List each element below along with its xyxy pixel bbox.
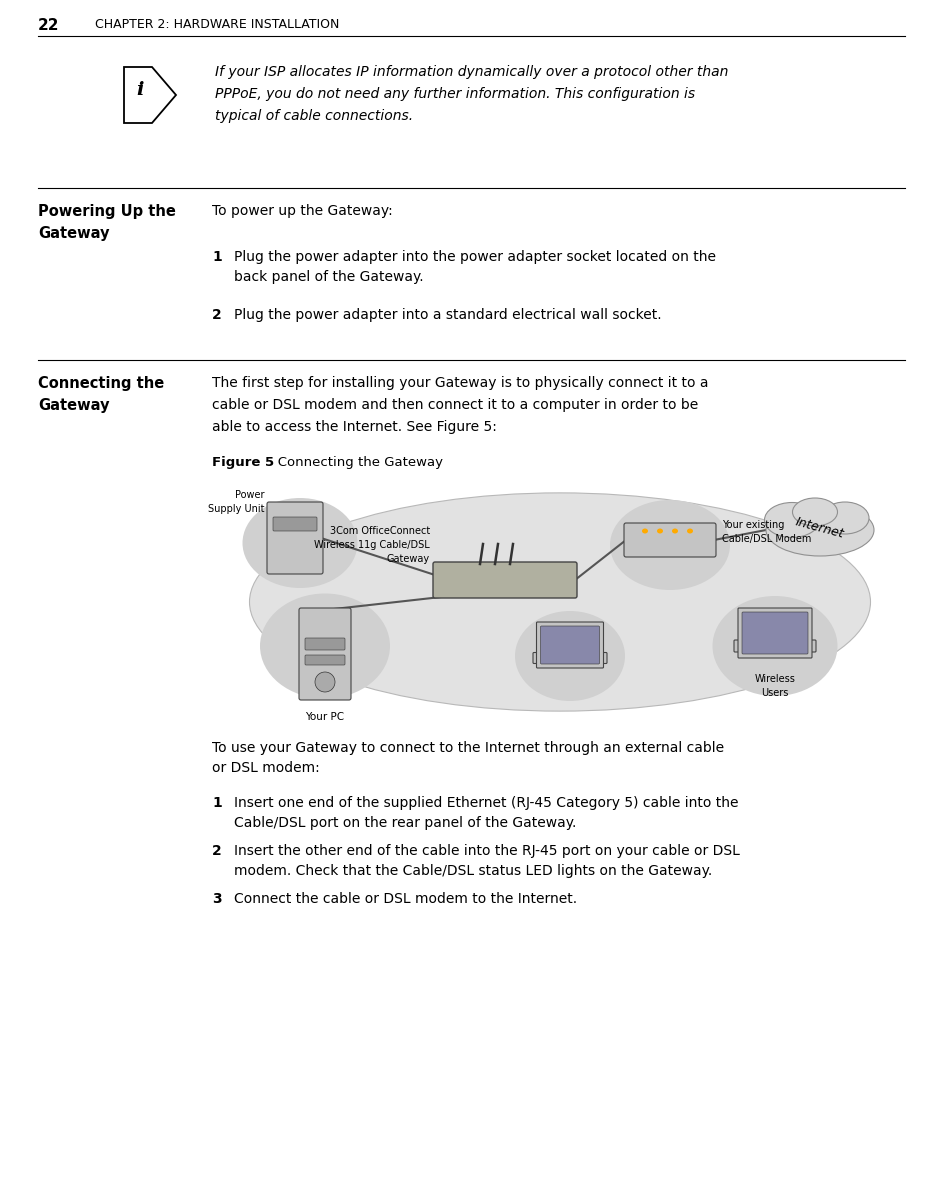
Ellipse shape <box>642 529 648 533</box>
FancyBboxPatch shape <box>738 608 812 658</box>
Ellipse shape <box>793 498 838 526</box>
FancyBboxPatch shape <box>540 627 599 664</box>
Text: 3Com OfficeConnect: 3Com OfficeConnect <box>330 526 430 536</box>
Ellipse shape <box>821 502 869 535</box>
FancyBboxPatch shape <box>305 655 345 666</box>
Ellipse shape <box>687 529 693 533</box>
FancyBboxPatch shape <box>299 608 351 700</box>
Ellipse shape <box>315 671 335 691</box>
Text: CHAPTER 2: HARDWARE INSTALLATION: CHAPTER 2: HARDWARE INSTALLATION <box>95 18 340 31</box>
Ellipse shape <box>250 493 870 712</box>
Text: cable or DSL modem and then connect it to a computer in order to be: cable or DSL modem and then connect it t… <box>212 398 698 412</box>
Text: Users: Users <box>762 688 789 699</box>
FancyBboxPatch shape <box>742 612 808 654</box>
Ellipse shape <box>657 529 663 533</box>
Text: Wireless 11g Cable/DSL: Wireless 11g Cable/DSL <box>314 540 430 550</box>
Text: Plug the power adapter into a standard electrical wall socket.: Plug the power adapter into a standard e… <box>234 308 661 322</box>
FancyBboxPatch shape <box>267 502 323 573</box>
Text: 3: 3 <box>212 892 221 906</box>
Text: i: i <box>136 81 144 99</box>
Text: Connect the cable or DSL modem to the Internet.: Connect the cable or DSL modem to the In… <box>234 892 577 906</box>
Text: 2: 2 <box>212 308 221 322</box>
FancyBboxPatch shape <box>537 622 603 668</box>
FancyBboxPatch shape <box>433 562 577 598</box>
FancyBboxPatch shape <box>533 653 607 663</box>
Text: Powering Up the: Powering Up the <box>38 204 175 219</box>
Ellipse shape <box>766 504 874 556</box>
Ellipse shape <box>764 503 820 538</box>
Text: Your PC: Your PC <box>306 712 344 722</box>
Text: Supply Unit: Supply Unit <box>207 504 264 514</box>
Text: Gateway: Gateway <box>38 227 110 241</box>
Text: Gateway: Gateway <box>386 553 430 564</box>
FancyBboxPatch shape <box>273 517 317 531</box>
Text: 2: 2 <box>212 844 221 858</box>
Text: PPPoE, you do not need any further information. This configuration is: PPPoE, you do not need any further infor… <box>215 87 695 101</box>
Text: To power up the Gateway:: To power up the Gateway: <box>212 204 393 218</box>
Text: Cable/DSL Modem: Cable/DSL Modem <box>722 535 811 544</box>
Text: Wireless: Wireless <box>754 674 795 684</box>
Ellipse shape <box>243 498 357 588</box>
Ellipse shape <box>515 611 625 701</box>
Text: able to access the Internet. See Figure 5:: able to access the Internet. See Figure … <box>212 420 497 434</box>
Text: Internet: Internet <box>794 516 846 540</box>
Text: If your ISP allocates IP information dynamically over a protocol other than: If your ISP allocates IP information dyn… <box>215 65 729 79</box>
Text: Gateway: Gateway <box>38 398 110 413</box>
Text: Figure 5: Figure 5 <box>212 455 274 468</box>
Text: 1: 1 <box>212 796 221 809</box>
Text: 1: 1 <box>212 250 221 264</box>
Text: Insert one end of the supplied Ethernet (RJ-45 Category 5) cable into the
Cable/: Insert one end of the supplied Ethernet … <box>234 796 738 830</box>
Ellipse shape <box>610 500 730 590</box>
Text: The first step for installing your Gateway is to physically connect it to a: The first step for installing your Gatew… <box>212 376 708 391</box>
Ellipse shape <box>672 529 678 533</box>
Text: To use your Gateway to connect to the Internet through an external cable
or DSL : To use your Gateway to connect to the In… <box>212 741 724 774</box>
FancyBboxPatch shape <box>305 638 345 650</box>
Ellipse shape <box>713 596 838 696</box>
Text: typical of cable connections.: typical of cable connections. <box>215 109 413 123</box>
Text: 22: 22 <box>38 18 59 33</box>
Text: Connecting the: Connecting the <box>38 376 164 391</box>
Text: Insert the other end of the cable into the RJ-45 port on your cable or DSL
modem: Insert the other end of the cable into t… <box>234 844 740 878</box>
FancyBboxPatch shape <box>624 523 716 557</box>
Text: Your existing: Your existing <box>722 520 784 530</box>
Text: Connecting the Gateway: Connecting the Gateway <box>265 455 443 468</box>
Text: Plug the power adapter into the power adapter socket located on the
back panel o: Plug the power adapter into the power ad… <box>234 250 716 283</box>
Text: Power: Power <box>234 490 264 500</box>
Ellipse shape <box>260 594 390 699</box>
FancyBboxPatch shape <box>734 640 816 653</box>
